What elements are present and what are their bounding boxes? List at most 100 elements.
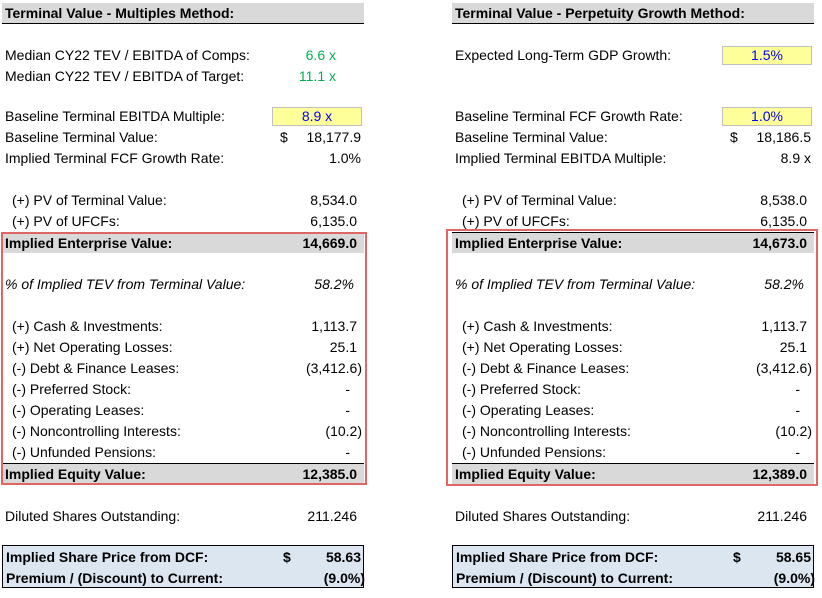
nci-label: (-) Noncontrolling Interests: xyxy=(12,423,181,439)
cash-label: (+) Cash & Investments: xyxy=(462,318,613,334)
nol-row: (+) Net Operating Losses: 25.1 xyxy=(452,337,814,358)
pv-tv-label: (+) PV of Terminal Value: xyxy=(462,192,617,208)
nol-row: (+) Net Operating Losses: 25.1 xyxy=(2,337,364,358)
nol-label: (+) Net Operating Losses: xyxy=(12,339,173,355)
pv-ufcf-row: (+) PV of UFCFs: 6,135.0 xyxy=(452,211,814,232)
implied-growth-value: 1.0% xyxy=(329,150,361,166)
median-comps-row: Median CY22 TEV / EBITDA of Comps: 6.6 x xyxy=(2,45,364,66)
median-comps-value: 6.6 x xyxy=(305,47,336,63)
baseline-tv-row: Baseline Terminal Value: $ 18,186.5 xyxy=(452,127,814,148)
pv-tv-value: 8,534.0 xyxy=(310,192,357,208)
multiples-method-title: Terminal Value - Multiples Method: xyxy=(2,3,364,24)
preferred-value: - xyxy=(345,381,350,397)
share-price-row: Implied Share Price from DCF: $ 58.63 xyxy=(3,547,365,568)
pension-label: (-) Unfunded Pensions: xyxy=(462,444,606,460)
preferred-row: (-) Preferred Stock: - xyxy=(2,379,364,400)
share-price-value: 58.63 xyxy=(325,549,361,565)
implied-growth-row: Implied Terminal FCF Growth Rate: 1.0% xyxy=(2,148,364,169)
median-target-row: Median CY22 TEV / EBITDA of Target: 11.1… xyxy=(2,66,364,87)
pct-tv-row: % of Implied TEV from Terminal Value: 58… xyxy=(452,274,814,295)
pct-tv-row: % of Implied TEV from Terminal Value: 58… xyxy=(2,274,364,295)
debt-label: (-) Debt & Finance Leases: xyxy=(462,360,630,376)
baseline-tv-value: 18,186.5 xyxy=(756,129,812,145)
pct-tv-label: % of Implied TEV from Terminal Value: xyxy=(5,276,246,292)
nci-label: (-) Noncontrolling Interests: xyxy=(462,423,631,439)
pv-tv-value: 8,538.0 xyxy=(760,192,807,208)
share-price-box: Implied Share Price from DCF: $ 58.63 Pr… xyxy=(2,545,365,588)
preferred-value: - xyxy=(795,381,800,397)
equity-value-row: Implied Equity Value: 12,389.0 xyxy=(452,463,814,484)
implied-multiple-value: 8.9 x xyxy=(780,150,811,166)
pv-ufcf-row: (+) PV of UFCFs: 6,135.0 xyxy=(2,211,364,232)
gdp-growth-input[interactable]: 1.5% xyxy=(722,46,812,65)
baseline-growth-input[interactable]: 1.0% xyxy=(722,107,812,126)
preferred-label: (-) Preferred Stock: xyxy=(462,381,582,397)
baseline-multiple-input[interactable]: 8.9 x xyxy=(272,107,362,126)
gdp-growth-row: Expected Long-Term GDP Growth: 1.5% xyxy=(452,45,814,66)
pv-ufcf-label: (+) PV of UFCFs: xyxy=(462,213,570,229)
baseline-growth-row: Baseline Terminal FCF Growth Rate: 1.0% xyxy=(452,106,814,127)
baseline-tv-currency: $ xyxy=(280,129,288,145)
implied-ev-label: Implied Enterprise Value: xyxy=(5,235,173,251)
nci-value: (10.2) xyxy=(325,423,362,439)
baseline-growth-label: Baseline Terminal FCF Growth Rate: xyxy=(455,108,683,124)
cash-row: (+) Cash & Investments: 1,113.7 xyxy=(452,316,814,337)
shares-row: Diluted Shares Outstanding: 211.246 xyxy=(2,506,364,527)
premium-value: (9.0%) xyxy=(773,570,815,586)
pv-ufcf-value: 6,135.0 xyxy=(310,213,357,229)
premium-label: Premium / (Discount) to Current: xyxy=(456,570,674,586)
shares-value: 211.246 xyxy=(307,508,357,524)
share-price-label: Implied Share Price from DCF: xyxy=(456,549,659,565)
share-price-label: Implied Share Price from DCF: xyxy=(6,549,209,565)
pension-row: (-) Unfunded Pensions: - xyxy=(2,442,364,463)
nol-value: 25.1 xyxy=(329,339,357,355)
cash-value: 1,113.7 xyxy=(311,318,357,334)
pension-row: (-) Unfunded Pensions: - xyxy=(452,442,814,463)
nol-label: (+) Net Operating Losses: xyxy=(462,339,623,355)
nci-row: (-) Noncontrolling Interests: (10.2) xyxy=(2,421,364,442)
debt-value: (3,412.6) xyxy=(305,360,362,376)
perpetuity-method-panel: Terminal Value - Perpetuity Growth Metho… xyxy=(446,0,818,598)
baseline-tv-currency: $ xyxy=(730,129,738,145)
op-leases-label: (-) Operating Leases: xyxy=(462,402,595,418)
cash-row: (+) Cash & Investments: 1,113.7 xyxy=(2,316,364,337)
pct-tv-value: 58.2% xyxy=(764,276,804,292)
debt-row: (-) Debt & Finance Leases: (3,412.6) xyxy=(452,358,814,379)
pct-tv-label: % of Implied TEV from Terminal Value: xyxy=(455,276,696,292)
highlight-box xyxy=(1,232,367,485)
share-price-value: 58.65 xyxy=(775,549,811,565)
implied-ev-row: Implied Enterprise Value: 14,673.0 xyxy=(452,232,814,253)
highlight-box xyxy=(446,229,818,486)
pv-tv-row: (+) PV of Terminal Value: 8,534.0 xyxy=(2,190,364,211)
shares-label: Diluted Shares Outstanding: xyxy=(455,508,631,524)
implied-multiple-label: Implied Terminal EBITDA Multiple: xyxy=(455,150,667,166)
nci-row: (-) Noncontrolling Interests: (10.2) xyxy=(452,421,814,442)
multiples-method-panel: Terminal Value - Multiples Method: Media… xyxy=(1,0,367,598)
cash-value: 1,113.7 xyxy=(761,318,807,334)
baseline-multiple-row: Baseline Terminal EBITDA Multiple: 8.9 x xyxy=(2,106,364,127)
op-leases-row: (-) Operating Leases: - xyxy=(2,400,364,421)
op-leases-label: (-) Operating Leases: xyxy=(12,402,145,418)
preferred-label: (-) Preferred Stock: xyxy=(12,381,132,397)
median-target-value: 11.1 x xyxy=(298,68,336,84)
median-comps-label: Median CY22 TEV / EBITDA of Comps: xyxy=(5,47,250,63)
debt-value: (3,412.6) xyxy=(755,360,812,376)
shares-value: 211.246 xyxy=(757,508,807,524)
share-price-box: Implied Share Price from DCF: $ 58.65 Pr… xyxy=(452,545,815,588)
pension-label: (-) Unfunded Pensions: xyxy=(12,444,156,460)
implied-growth-label: Implied Terminal FCF Growth Rate: xyxy=(5,150,225,166)
equity-value-label: Implied Equity Value: xyxy=(455,466,596,482)
pv-tv-label: (+) PV of Terminal Value: xyxy=(12,192,167,208)
debt-row: (-) Debt & Finance Leases: (3,412.6) xyxy=(2,358,364,379)
shares-label: Diluted Shares Outstanding: xyxy=(5,508,181,524)
equity-value-value: 12,385.0 xyxy=(302,466,358,482)
baseline-tv-label: Baseline Terminal Value: xyxy=(455,129,608,145)
median-target-label: Median CY22 TEV / EBITDA of Target: xyxy=(5,68,245,84)
nci-value: (10.2) xyxy=(775,423,812,439)
preferred-row: (-) Preferred Stock: - xyxy=(452,379,814,400)
shares-row: Diluted Shares Outstanding: 211.246 xyxy=(452,506,814,527)
pv-ufcf-label: (+) PV of UFCFs: xyxy=(12,213,120,229)
op-leases-value: - xyxy=(795,402,800,418)
debt-label: (-) Debt & Finance Leases: xyxy=(12,360,180,376)
premium-value: (9.0%) xyxy=(323,570,365,586)
